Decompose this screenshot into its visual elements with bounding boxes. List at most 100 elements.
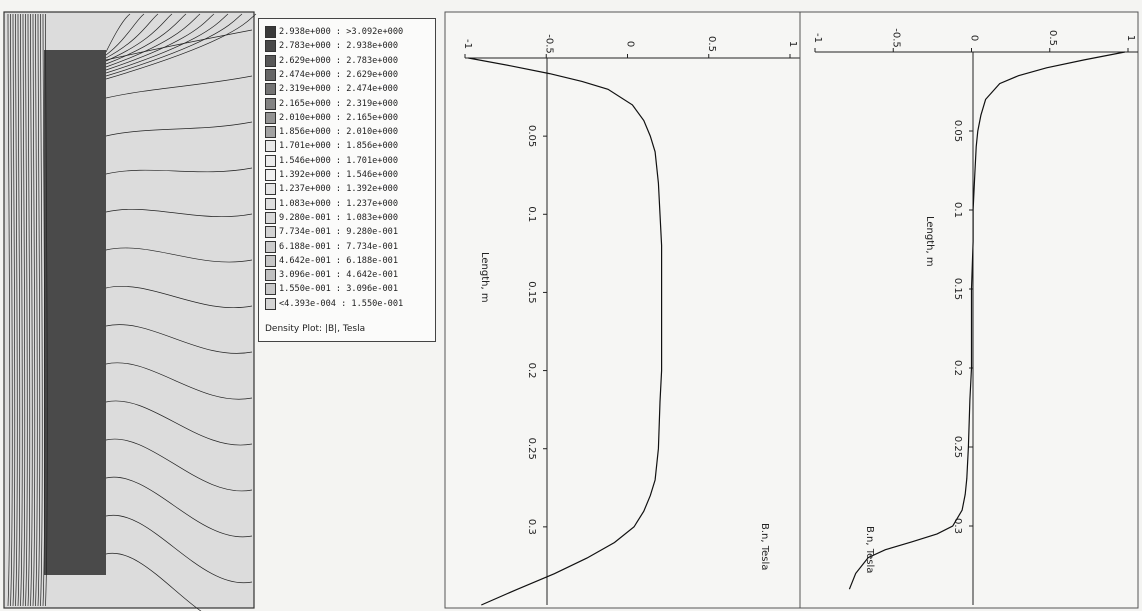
flux-line	[45, 13, 48, 607]
flux-line	[105, 209, 253, 217]
legend-label: 2.474e+000 : 2.629e+000	[279, 69, 398, 80]
flux-line	[42, 13, 46, 607]
legend-row: 2.474e+000 : 2.629e+000	[265, 68, 433, 82]
legend-label: 7.734e-001 : 9.280e-001	[279, 227, 398, 238]
legend-swatch	[265, 126, 276, 139]
flux-line	[105, 13, 145, 56]
value-tick-label: 0.5	[1047, 30, 1058, 46]
length-tick-label: 0.1	[526, 206, 537, 222]
flux-line	[27, 13, 31, 607]
flux-line	[105, 13, 173, 62]
legend-label: 1.083e+000 : 1.237e+000	[279, 198, 398, 209]
flux-line	[17, 13, 21, 607]
flux-line	[105, 13, 243, 77]
length-tick-label: 0.3	[952, 518, 963, 534]
legend-label: 2.319e+000 : 2.474e+000	[279, 84, 398, 95]
flux-line	[30, 13, 33, 607]
chart-2-frame	[799, 11, 1139, 609]
legend-row: 1.701e+000 : 1.856e+000	[265, 139, 433, 153]
flux-line	[105, 167, 253, 175]
length-tick-label: 0.15	[952, 278, 963, 300]
legend-swatch	[265, 211, 276, 224]
flux-line	[105, 286, 253, 308]
flux-line	[105, 362, 253, 400]
legend-label: 2.938e+000 : >3.092e+000	[279, 27, 404, 37]
flux-lines	[7, 13, 257, 611]
legend-row: 2.165e+000 : 2.319e+000	[265, 97, 433, 111]
legend-row: 2.629e+000 : 2.783e+000	[265, 54, 433, 68]
flux-line	[105, 247, 253, 263]
flux-line	[105, 13, 257, 80]
chart-2-ticks: -1 -0.5 0 0.5 1 0.05 0.1 0.15 0.2 0.25 0.3	[812, 28, 1136, 534]
legend-swatch	[265, 183, 276, 196]
value-tick-label: 0.5	[706, 36, 717, 52]
length-tick-label: 0.05	[952, 120, 963, 142]
chart-1-frame	[444, 11, 801, 609]
legend-label: 1.550e-001 : 3.096e-001	[279, 284, 398, 295]
legend-row: 1.856e+000 : 2.010e+000	[265, 125, 433, 139]
flux-line	[105, 13, 201, 68]
legend-label: 1.237e+000 : 1.392e+000	[279, 184, 398, 195]
legend-row: 9.280e-001 : 1.083e+000	[265, 211, 433, 225]
legend-swatch	[265, 240, 276, 253]
legend-row: 1.392e+000 : 1.546e+000	[265, 168, 433, 182]
flux-line	[105, 400, 253, 446]
legend-swatch	[265, 140, 276, 153]
legend-label: 1.546e+000 : 1.701e+000	[279, 155, 398, 166]
legend-label: 9.280e-001 : 1.083e+000	[279, 212, 398, 223]
flux-line	[12, 13, 16, 607]
legend-label: 2.165e+000 : 2.319e+000	[279, 98, 398, 109]
legend-row: 7.734e-001 : 9.280e-001	[265, 225, 433, 239]
legend-row: 2.783e+000 : 2.938e+000	[265, 39, 433, 53]
chart-2-series-line	[848, 51, 1126, 590]
legend-row: 1.237e+000 : 1.392e+000	[265, 182, 433, 196]
legend-label: 2.010e+000 : 2.165e+000	[279, 112, 398, 123]
legend-swatch	[265, 197, 276, 210]
legend-swatch	[265, 169, 276, 181]
length-tick-label: 0.2	[526, 363, 537, 379]
legend-swatch	[265, 111, 276, 124]
flux-line	[105, 438, 253, 492]
legend-label: 1.392e+000 : 1.546e+000	[279, 170, 398, 180]
legend-row: 2.938e+000 : >3.092e+000	[265, 25, 433, 39]
flux-line	[105, 13, 187, 65]
length-tick-label: 0.25	[526, 438, 537, 460]
flux-line	[105, 324, 253, 354]
value-tick-label: -1	[812, 33, 823, 43]
legend-label: <4.393e-004 : 1.550e-001	[279, 298, 404, 309]
legend-label: 2.783e+000 : 2.938e+000	[279, 41, 398, 52]
legend-row: 2.319e+000 : 2.474e+000	[265, 82, 433, 96]
legend-swatch	[265, 254, 276, 267]
length-tick-label: 0.05	[526, 125, 537, 147]
legend-row: 1.546e+000 : 1.701e+000	[265, 154, 433, 168]
flux-line	[37, 13, 41, 607]
flux-line	[32, 13, 36, 607]
legend-label: 4.642e-001 : 6.188e-001	[279, 255, 398, 266]
magnet-region	[44, 50, 106, 575]
flux-line	[105, 29, 253, 61]
value-tick-label: 1	[787, 41, 798, 47]
legend-swatch	[265, 54, 276, 67]
legend-label: 1.701e+000 : 1.856e+000	[279, 141, 398, 152]
flux-line	[105, 13, 131, 53]
flux-line	[105, 13, 215, 71]
flux-line	[105, 75, 253, 99]
legend-label: 1.856e+000 : 2.010e+000	[279, 127, 398, 138]
flux-line	[7, 13, 11, 607]
flux-line	[105, 476, 253, 538]
chart-2-ylabel: B.n, Tesla	[864, 526, 875, 574]
chart-1-ticks: -1 -0.5 0 0.5 1 0.05 0.1 0.15 0.2 0.25 0.3	[462, 34, 798, 535]
legend-swatch	[265, 26, 276, 38]
chart-1-ylabel: B.n, Tesla	[759, 523, 770, 571]
length-tick-label: 0.15	[526, 281, 537, 303]
chart-2: -1 -0.5 0 0.5 1 0.05 0.1 0.15 0.2 0.25 0.3	[799, 11, 1139, 609]
value-tick-label: -0.5	[543, 34, 554, 54]
flux-line	[22, 13, 26, 607]
flux-line	[15, 13, 18, 607]
chart-1: -1 -0.5 0 0.5 1 0.05 0.1 0.15 0.2 0.25 0.3	[444, 11, 801, 609]
legend-swatch	[265, 226, 276, 239]
flux-line	[105, 13, 159, 59]
density-legend: 2.938e+000 : >3.092e+000 2.783e+000 : 2.9…	[258, 18, 436, 342]
legend-swatch	[265, 154, 276, 167]
